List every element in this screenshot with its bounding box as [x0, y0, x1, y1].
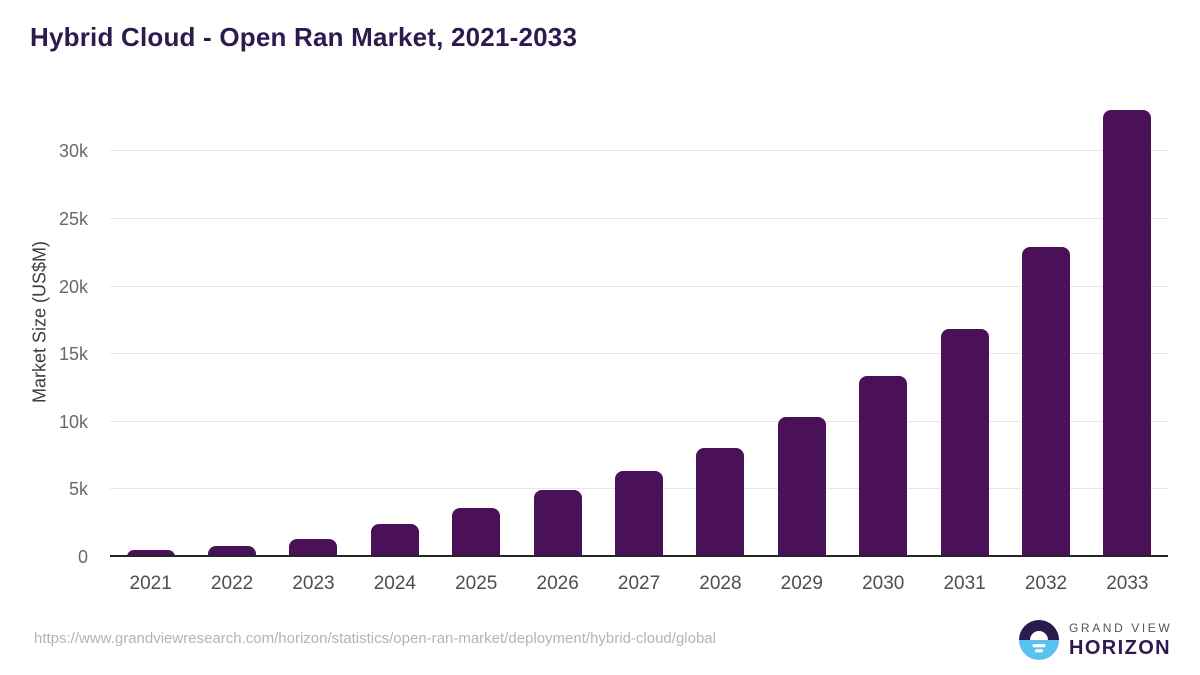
x-tick-label: 2021 — [129, 573, 172, 594]
bar-slot — [191, 87, 272, 557]
bar-2028 — [696, 447, 745, 557]
gridline — [110, 420, 1168, 422]
gridline — [110, 150, 1168, 152]
bar-2027 — [615, 470, 664, 557]
x-tick-label: 2023 — [292, 573, 335, 594]
bar-2031 — [940, 328, 989, 557]
bar-2033 — [1103, 110, 1152, 557]
y-tick-label: 25k — [58, 208, 88, 229]
brand-logo: GRAND VIEW HORIZON — [1019, 620, 1172, 660]
bar-2023 — [289, 538, 338, 557]
x-tick-label: 2022 — [210, 573, 254, 594]
bar-2021 — [126, 550, 175, 557]
y-tick-label: 15k — [58, 344, 88, 365]
x-tick-label: 2027 — [617, 573, 661, 594]
bar-slot — [761, 87, 842, 557]
bar-2032 — [1021, 246, 1070, 557]
plot-area — [110, 87, 1168, 557]
y-tick-labels: 0 5k 10k 15k 20k 25k 30k — [30, 87, 98, 567]
x-tick-label: 2033 — [1106, 573, 1149, 594]
bar-slot — [924, 87, 1005, 557]
x-tick-label: 2031 — [943, 573, 986, 594]
bar-2024 — [370, 524, 419, 557]
y-tick-label: 30k — [58, 141, 88, 162]
x-tick-label: 2030 — [862, 573, 905, 594]
x-tick-label: 2029 — [780, 573, 823, 594]
y-tick-label: 10k — [58, 411, 88, 432]
bar-2022 — [208, 545, 257, 557]
bar-slot — [110, 87, 191, 557]
bar-slot — [680, 87, 761, 557]
bar-slot — [1005, 87, 1086, 557]
bar-2026 — [533, 490, 582, 557]
y-tick-label: 20k — [58, 276, 88, 297]
bar-2029 — [777, 416, 826, 557]
brand-name-top: GRAND VIEW — [1069, 620, 1173, 635]
y-tick-label: 5k — [68, 479, 88, 500]
bar-2025 — [452, 508, 501, 557]
bar-slot — [436, 87, 517, 557]
bar-slot — [354, 87, 435, 557]
bar-slot — [517, 87, 598, 557]
source-url: https://www.grandviewresearch.com/horizo… — [34, 630, 716, 647]
bar-2030 — [859, 375, 908, 557]
chart-title: Hybrid Cloud - Open Ran Market, 2021-203… — [30, 22, 578, 52]
x-tick-label: 2028 — [699, 573, 742, 594]
bar-slot — [273, 87, 354, 557]
bars-row — [110, 87, 1168, 557]
bar-slot — [843, 87, 924, 557]
bar-slot — [1087, 87, 1168, 557]
sun-over-horizon-icon — [1019, 620, 1059, 660]
x-axis-labels: 2021 2022 2023 2024 2025 2026 2027 2028 2029 2030… — [110, 570, 1168, 598]
y-tick-label: 0 — [77, 547, 88, 567]
x-tick-label: 2024 — [373, 573, 416, 594]
x-tick-label: 2026 — [536, 573, 579, 594]
gridline — [110, 217, 1168, 219]
x-axis-line — [110, 555, 1168, 557]
gridline — [110, 285, 1168, 287]
brand-name-bottom: HORIZON — [1069, 636, 1172, 659]
bar-slot — [598, 87, 679, 557]
gridline — [110, 353, 1168, 355]
brand-logo-text: GRAND VIEW HORIZON — [1069, 621, 1172, 660]
x-tick-label: 2032 — [1024, 573, 1068, 594]
x-tick-label: 2025 — [455, 573, 498, 594]
